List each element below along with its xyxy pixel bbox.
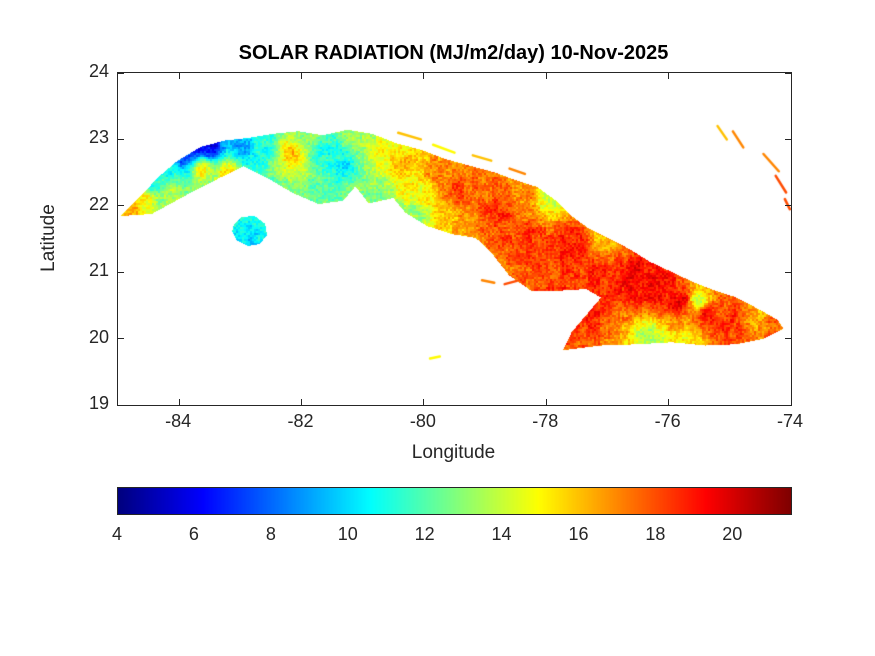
y-tick-label: 19 (88, 393, 109, 413)
x-tick-label: -74 (776, 411, 804, 431)
colorbar-gradient (118, 488, 791, 514)
x-tick-label: -84 (165, 411, 192, 431)
x-tick-mark (178, 73, 180, 79)
y-tick-mark (785, 205, 791, 207)
x-tick-mark (668, 399, 670, 405)
x-tick-label: -76 (654, 411, 681, 431)
colorbar-tick-label: 10 (337, 524, 358, 544)
y-tick-mark (118, 404, 124, 406)
x-tick-mark (423, 73, 425, 79)
x-tick-label: -80 (409, 411, 436, 431)
y-tick-mark (118, 138, 124, 140)
x-tick-mark (790, 399, 792, 405)
axes (117, 72, 792, 406)
chart-title: SOLAR RADIATION (MJ/m2/day) 10-Nov-2025 (238, 42, 669, 64)
colorbar-tick-label: 20 (722, 524, 743, 544)
y-tick-mark (118, 271, 124, 273)
x-tick-mark (301, 399, 303, 405)
x-tick-mark (545, 73, 547, 79)
y-tick-label: 22 (88, 193, 109, 214)
colorbar-tick-label: 12 (414, 524, 435, 544)
y-tick-label: 24 (88, 61, 109, 81)
y-tick-label: 21 (88, 260, 109, 281)
colorbar-tick-label: 18 (645, 524, 666, 544)
y-tick-mark (785, 338, 791, 340)
colorbar-tick-label: 8 (265, 524, 276, 544)
x-tick-label: -78 (532, 411, 559, 431)
y-tick-mark (785, 138, 791, 140)
x-tick-mark (790, 73, 792, 79)
y-tick-mark (118, 72, 124, 74)
heatmap-canvas (118, 73, 791, 405)
colorbar (117, 487, 792, 515)
colorbar-tick-label: 6 (188, 524, 199, 544)
colorbar-tick-label: 4 (111, 524, 123, 544)
x-tick-mark (178, 399, 180, 405)
colorbar-tick-label: 14 (491, 524, 512, 544)
x-tick-mark (668, 73, 670, 79)
y-tick-mark (785, 404, 791, 406)
y-tick-mark (118, 338, 124, 340)
x-tick-mark (545, 399, 547, 405)
x-axis-label: Longitude (411, 442, 496, 463)
y-tick-mark (785, 72, 791, 74)
y-tick-mark (785, 271, 791, 273)
x-tick-mark (301, 73, 303, 79)
y-tick-mark (118, 205, 124, 207)
y-tick-label: 20 (88, 326, 109, 347)
y-tick-label: 23 (88, 127, 109, 148)
colorbar-tick-label: 16 (568, 524, 589, 544)
x-tick-label: -82 (287, 411, 314, 431)
x-tick-mark (423, 399, 425, 405)
